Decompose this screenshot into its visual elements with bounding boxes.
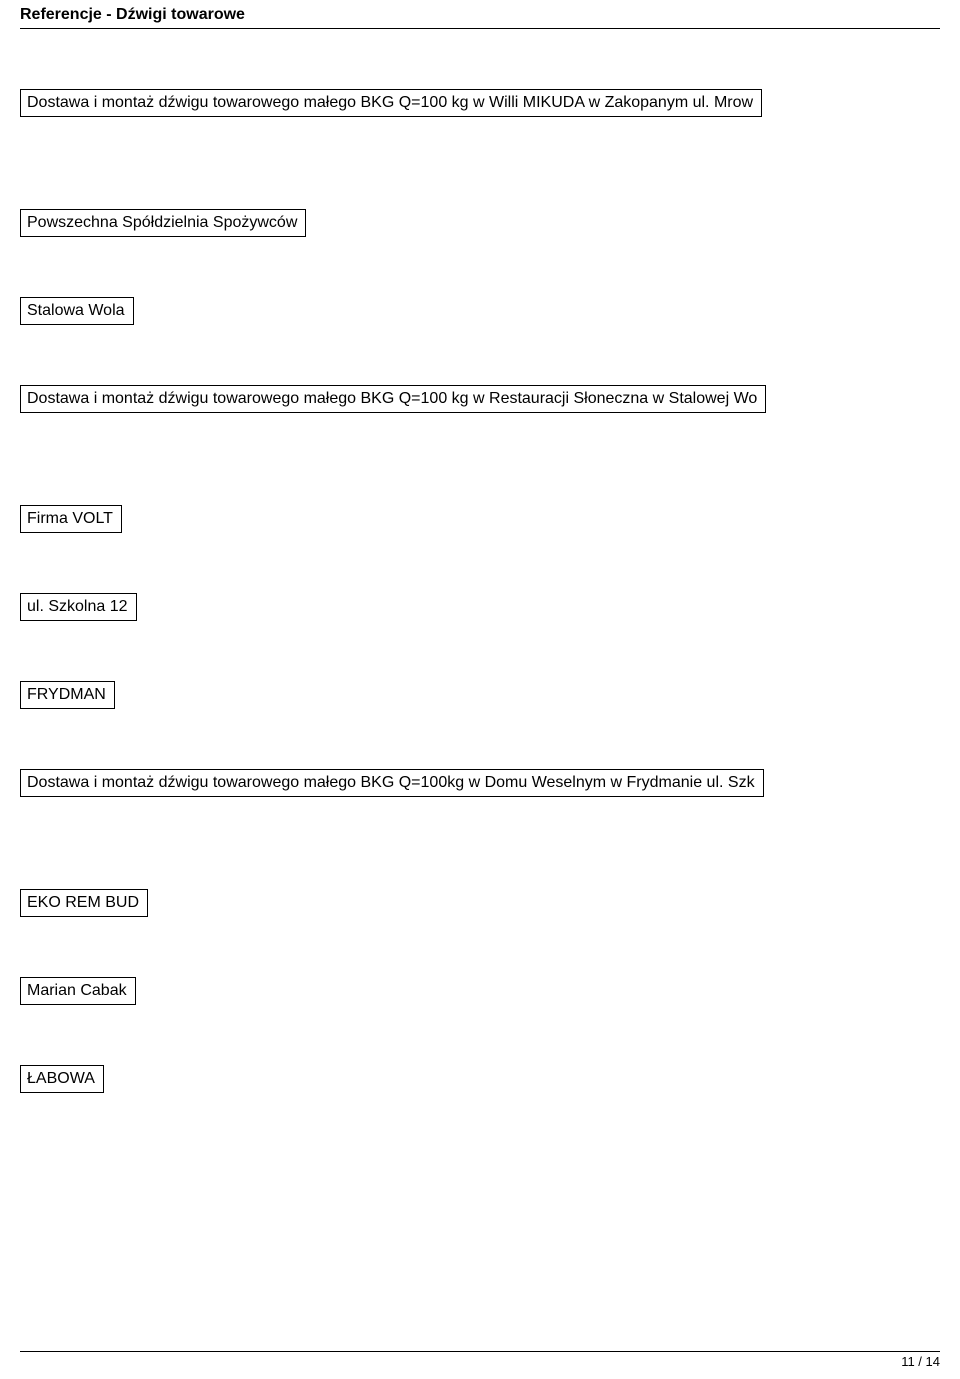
- page-header: Referencje - Dźwigi towarowe: [20, 6, 940, 29]
- header-title: Referencje - Dźwigi towarowe: [20, 6, 245, 23]
- text-box: Firma VOLT: [20, 505, 122, 533]
- content-row: Marian Cabak: [20, 977, 940, 1005]
- text-box: Dostawa i montaż dźwigu towarowego małeg…: [20, 385, 766, 413]
- content-row: ul. Szkolna 12: [20, 593, 940, 621]
- text-box: ul. Szkolna 12: [20, 593, 137, 621]
- page-number: 11 / 14: [901, 1354, 940, 1369]
- content-row: EKO REM BUD: [20, 889, 940, 917]
- content-row: Dostawa i montaż dźwigu towarowego małeg…: [20, 385, 940, 413]
- text-box: Dostawa i montaż dźwigu towarowego małeg…: [20, 89, 762, 117]
- content-row: Dostawa i montaż dźwigu towarowego małeg…: [20, 89, 940, 117]
- text-box: Marian Cabak: [20, 977, 136, 1005]
- content-row: ŁABOWA: [20, 1065, 940, 1093]
- content-row: Stalowa Wola: [20, 297, 940, 325]
- content-row: Dostawa i montaż dźwigu towarowego małeg…: [20, 769, 940, 797]
- page-container: Referencje - Dźwigi towarowe Dostawa i m…: [0, 0, 960, 1379]
- text-box: FRYDMAN: [20, 681, 115, 709]
- text-box: Stalowa Wola: [20, 297, 134, 325]
- text-box: EKO REM BUD: [20, 889, 148, 917]
- content-row: Firma VOLT: [20, 505, 940, 533]
- text-box: Dostawa i montaż dźwigu towarowego małeg…: [20, 769, 764, 797]
- text-box: Powszechna Spółdzielnia Spożywców: [20, 209, 306, 237]
- page-footer: 11 / 14: [20, 1351, 940, 1369]
- content-row: FRYDMAN: [20, 681, 940, 709]
- text-box: ŁABOWA: [20, 1065, 104, 1093]
- content-row: Powszechna Spółdzielnia Spożywców: [20, 209, 940, 237]
